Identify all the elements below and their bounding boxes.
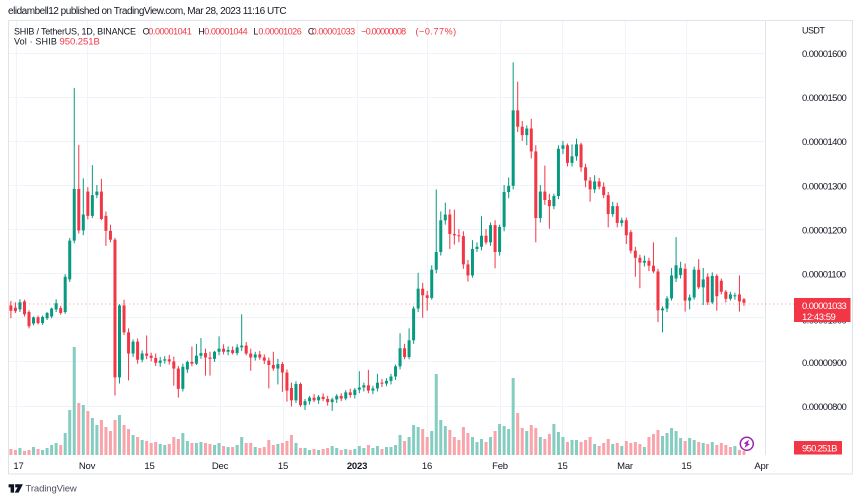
svg-text:0.00000900: 0.00000900	[802, 358, 847, 369]
svg-text:TradingView: TradingView	[26, 483, 77, 494]
svg-text:Mar: Mar	[617, 461, 633, 472]
svg-text:0.00001044: 0.00001044	[204, 27, 247, 37]
svg-text:0.00001041: 0.00001041	[148, 27, 191, 37]
svg-text:O: O	[143, 27, 150, 37]
svg-text:17: 17	[13, 461, 23, 472]
svg-text:0.00000800: 0.00000800	[802, 402, 847, 413]
svg-text:L: L	[253, 27, 258, 37]
svg-text:0.00001300: 0.00001300	[802, 181, 847, 192]
svg-text:(−0.77%): (−0.77%)	[416, 27, 457, 37]
svg-text:15: 15	[681, 461, 691, 472]
svg-text:0.00001400: 0.00001400	[802, 137, 847, 148]
svg-text:15: 15	[557, 461, 567, 472]
svg-text:−0.00000008: −0.00000008	[361, 27, 406, 37]
svg-text:Vol · SHIB: Vol · SHIB	[14, 37, 57, 47]
svg-text:950.251B: 950.251B	[802, 444, 837, 455]
svg-text:0.00001026: 0.00001026	[258, 27, 301, 37]
svg-text:C: C	[308, 27, 315, 37]
svg-text:12:43:59: 12:43:59	[802, 312, 836, 323]
svg-text:15: 15	[144, 461, 154, 472]
svg-text:0.00001033: 0.00001033	[802, 301, 847, 312]
svg-text:0.00001033: 0.00001033	[312, 27, 355, 37]
svg-text:Nov: Nov	[79, 461, 96, 472]
svg-text:USDT: USDT	[802, 26, 825, 36]
svg-text:SHIB / TetherUS, 1D, BINANCE: SHIB / TetherUS, 1D, BINANCE	[14, 27, 136, 37]
svg-text:elidambell12 published on Trad: elidambell12 published on TradingView.co…	[8, 6, 286, 17]
svg-text:0.00001200: 0.00001200	[802, 225, 847, 236]
svg-text:H: H	[198, 27, 205, 37]
svg-text:950.251B: 950.251B	[60, 37, 100, 48]
svg-text:15: 15	[278, 461, 288, 472]
svg-text:0.00001500: 0.00001500	[802, 93, 847, 104]
svg-text:2023: 2023	[347, 461, 367, 472]
svg-text:Feb: Feb	[492, 461, 508, 472]
svg-text:Dec: Dec	[212, 461, 229, 472]
svg-text:16: 16	[422, 461, 432, 472]
svg-text:0.00001100: 0.00001100	[802, 270, 846, 281]
svg-text:Apr: Apr	[754, 461, 768, 472]
svg-text:0.00001600: 0.00001600	[802, 49, 847, 60]
